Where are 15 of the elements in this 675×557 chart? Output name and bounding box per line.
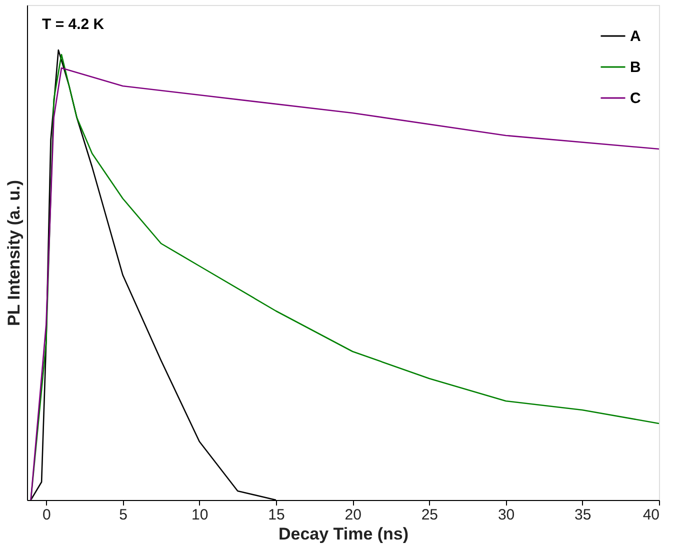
x-tick-label: 35 [574, 506, 592, 524]
x-tick-label: 10 [192, 506, 208, 524]
x-tick-label: 15 [268, 506, 285, 524]
x-tick-label: 25 [421, 506, 438, 524]
legend-label: A [630, 28, 641, 45]
y-axis-title: PL Intensity (a. u.) [4, 180, 24, 326]
x-tick-label: 0 [42, 506, 51, 524]
x-tick-label: 5 [119, 506, 128, 524]
legend-label: B [630, 59, 641, 76]
x-tick-label: 40 [642, 506, 660, 524]
x-tick-label: 30 [498, 506, 515, 524]
text: T = 4.2 K [42, 16, 104, 33]
x-axis-title: Decay Time (ns) [278, 524, 409, 544]
legend-label: C [630, 90, 641, 107]
x-tick-label: 20 [344, 506, 362, 524]
